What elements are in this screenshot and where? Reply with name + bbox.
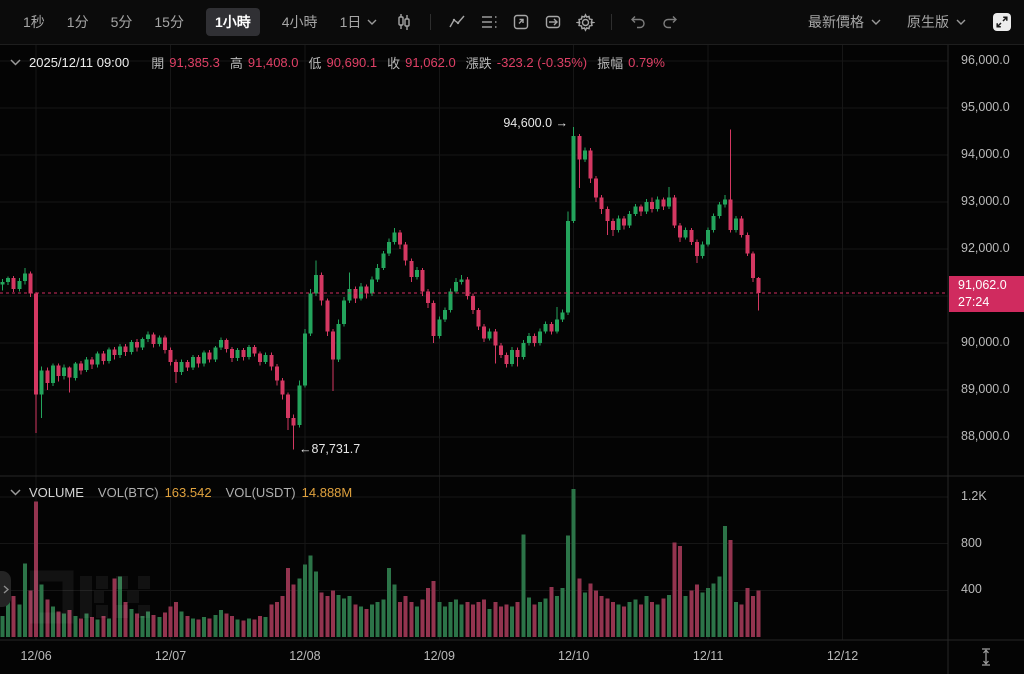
price-axis-label: 95,000.0 bbox=[961, 100, 1010, 114]
latest-price-dropdown[interactable]: 最新價格 bbox=[808, 12, 881, 32]
price-axis-label: 96,000.0 bbox=[961, 53, 1010, 67]
vol-usdt-value: 14.888M bbox=[301, 485, 353, 500]
candle-datetime: 2025/12/11 09:00 bbox=[29, 55, 130, 70]
high-label: 高 bbox=[229, 56, 243, 71]
open-label: 開 bbox=[151, 56, 165, 71]
volume-axis-label: 400 bbox=[961, 582, 982, 597]
vol-usdt-label: VOL(USDT) bbox=[225, 485, 296, 500]
close-label: 收 bbox=[387, 56, 401, 71]
price-axis-label: 88,000.0 bbox=[961, 429, 1010, 443]
latest-price-label: 最新價格 bbox=[808, 14, 864, 30]
chevron-down-icon bbox=[871, 19, 881, 25]
volume-indicator-label: VOLUME bbox=[29, 485, 84, 500]
change-value: -323.2 (-0.35%) bbox=[496, 55, 588, 70]
timeframe-1h-selected[interactable]: 1小時 bbox=[205, 8, 260, 36]
low-value: 90,690.1 bbox=[326, 55, 378, 70]
price-axis-label: 90,000.0 bbox=[961, 335, 1010, 349]
price-axis-label: 89,000.0 bbox=[961, 382, 1010, 396]
candlestick-style-icon[interactable] bbox=[391, 9, 417, 35]
indicator-settings-icon[interactable] bbox=[476, 9, 502, 35]
timeframe-4h[interactable]: 4小時 bbox=[281, 14, 318, 30]
date-axis-label: 12/07 bbox=[154, 649, 187, 663]
high-value: 91,408.0 bbox=[247, 55, 299, 70]
chevron-down-icon bbox=[367, 19, 377, 25]
toolbar-right-group: 最新價格 原生版 bbox=[782, 12, 1012, 32]
screenshot-icon[interactable] bbox=[508, 9, 534, 35]
collapse-chevron-icon[interactable] bbox=[10, 489, 21, 496]
date-axis-label: 12/09 bbox=[423, 649, 455, 663]
volume-axis-label: 1.2K bbox=[961, 489, 987, 503]
close-value: 91,062.0 bbox=[405, 55, 456, 70]
panel-expander-handle[interactable] bbox=[0, 571, 11, 607]
fullscreen-icon[interactable] bbox=[992, 12, 1012, 32]
amplitude-value: 0.79% bbox=[628, 55, 665, 70]
price-axis-label: 94,000.0 bbox=[961, 147, 1010, 161]
indicators-icon[interactable] bbox=[444, 9, 470, 35]
date-axis-label: 12/11 bbox=[692, 649, 724, 663]
ohlc-readout: 2025/12/11 09:00 開 91,385.3 高 91,408.0 低… bbox=[10, 53, 665, 72]
low-label: 低 bbox=[308, 56, 322, 71]
timeframe-1d: 1日 bbox=[339, 14, 362, 30]
date-axis-label: 12/08 bbox=[289, 649, 321, 663]
price-axis-label: 92,000.0 bbox=[961, 241, 1010, 255]
amplitude-label: 振幅 bbox=[597, 56, 624, 71]
date-axis-label: 12/10 bbox=[558, 649, 590, 663]
chevron-down-icon bbox=[956, 19, 966, 25]
redo-icon[interactable] bbox=[657, 9, 683, 35]
toolbar-separator bbox=[430, 14, 432, 30]
low-price-annotation: ←87,731.7 bbox=[299, 442, 361, 456]
chart-toolbar: 1秒 1分 5分 15分 1小時 4小時 1日 bbox=[0, 0, 1024, 45]
toolbar-separator bbox=[611, 14, 613, 30]
timeframe-1s[interactable]: 1秒 bbox=[23, 14, 45, 30]
timeframe-15m[interactable]: 15分 bbox=[154, 14, 184, 30]
price-axis-label: 93,000.0 bbox=[961, 194, 1010, 208]
collapse-chevron-icon[interactable] bbox=[10, 59, 21, 66]
native-version-dropdown[interactable]: 原生版 bbox=[907, 12, 966, 32]
timeframe-1m[interactable]: 1分 bbox=[66, 14, 89, 30]
settings-gear-icon[interactable] bbox=[572, 9, 598, 35]
current-price-badge[interactable]: 91,062.0 27:24 bbox=[949, 276, 1024, 312]
timeframe-1d-dropdown[interactable]: 1日 bbox=[340, 12, 378, 32]
export-icon[interactable] bbox=[540, 9, 566, 35]
current-price-value: 91,062.0 bbox=[958, 278, 1007, 292]
vol-btc-label: VOL(BTC) bbox=[97, 485, 159, 500]
candle-countdown: 27:24 bbox=[958, 295, 990, 309]
undo-icon[interactable] bbox=[625, 9, 651, 35]
open-value: 91,385.3 bbox=[169, 55, 220, 70]
volume-header: VOLUME VOL(BTC) 163.542 VOL(USDT) 14.888… bbox=[10, 485, 366, 500]
timeframe-5m[interactable]: 5分 bbox=[110, 14, 133, 30]
date-axis-label: 12/12 bbox=[826, 649, 859, 663]
change-label: 漲跌 bbox=[465, 56, 492, 71]
date-axis-label: 12/06 bbox=[20, 649, 52, 663]
axis-resize-icon[interactable] bbox=[979, 647, 993, 672]
vol-btc-value: 163.542 bbox=[164, 485, 212, 500]
exchange-watermark bbox=[28, 568, 154, 631]
volume-axis-label: 800 bbox=[961, 535, 982, 550]
high-price-annotation: 94,600.0 → bbox=[503, 116, 568, 130]
native-version-label: 原生版 bbox=[907, 14, 949, 30]
